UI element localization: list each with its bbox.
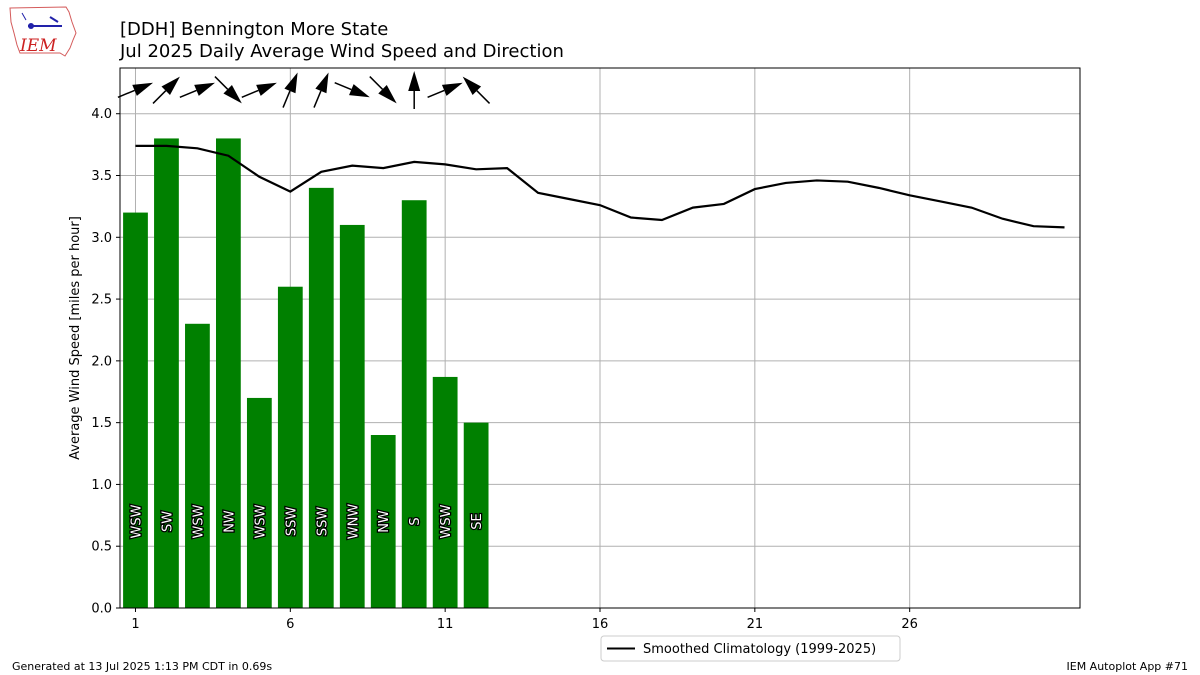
wind-arrow-shaft [117, 89, 135, 98]
wind-arrow-shaft [369, 76, 384, 90]
wind-arrow-shaft [427, 89, 445, 98]
direction-label: SE [470, 513, 485, 529]
wind-arrow-head [256, 82, 277, 96]
wind-speed-bar [370, 435, 396, 608]
wind-arrow-shaft [241, 89, 259, 98]
wind-arrow-shaft [179, 89, 197, 98]
legend-label: Smoothed Climatology (1999-2025) [643, 642, 876, 657]
state-outline-icon [9, 6, 77, 57]
vane-tail-icon [49, 16, 59, 23]
wind-arrow-shaft [282, 90, 291, 108]
bars-layer [123, 138, 489, 609]
y-tick-label: 0.5 [91, 540, 112, 555]
wind-speed-bar [246, 397, 272, 608]
wind-arrow-head [408, 71, 421, 91]
wind-arrow-head [349, 84, 370, 98]
wind-arrow-shaft [214, 76, 229, 90]
wind-arrow-head [462, 76, 482, 95]
y-tick-label: 2.5 [91, 293, 112, 308]
arrows-layer [117, 71, 491, 109]
x-tick-label: 1 [131, 617, 139, 632]
wind-arrow-head [284, 72, 298, 94]
wind-arrow-shaft [334, 82, 352, 91]
direction-label: SSW [315, 507, 330, 537]
wind-arrow-head [315, 72, 329, 94]
y-tick-label: 3.5 [91, 169, 112, 184]
direction-label: WNW [346, 504, 361, 540]
wind-arrow-head [194, 82, 215, 96]
wind-arrow-head [441, 82, 463, 96]
wind-arrow-shaft [313, 90, 322, 108]
y-tick-label: 1.5 [91, 416, 112, 431]
iem-logo: IEM [9, 6, 77, 57]
chart-title-line2: Jul 2025 Daily Average Wind Speed and Di… [119, 41, 564, 62]
y-tick-label: 4.0 [91, 107, 112, 122]
wind-arrow-head [132, 82, 154, 96]
legend: Smoothed Climatology (1999-2025) [600, 635, 901, 662]
flag-icon [21, 12, 27, 21]
station-dot-icon [28, 23, 34, 29]
direction-label: NW [377, 510, 392, 533]
direction-label: WSW [253, 504, 268, 538]
wind-speed-bar [185, 323, 210, 608]
direction-label: NW [222, 510, 237, 533]
wind-speed-bar [123, 212, 148, 608]
direction-label: SW [160, 511, 175, 532]
y-tick-label: 1.0 [91, 478, 112, 493]
direction-label: SSW [284, 507, 299, 537]
y-tick-label: 0.0 [91, 602, 112, 617]
climatology-layer [135, 144, 1065, 229]
wind-speed-bar [216, 138, 241, 608]
wind-speed-bar [432, 376, 458, 608]
y-tick-label: 3.0 [91, 231, 112, 246]
direction-labels-layer: WSW SW WSW NW WSW SSW SSW WNW NW S WSW SE [128, 502, 486, 540]
wind-arrow-shaft [476, 90, 491, 104]
wind-speed-bar [277, 286, 303, 608]
wind-arrow-head [161, 76, 180, 95]
wind-arrow-head [223, 85, 242, 104]
wind-speed-bar [154, 138, 179, 608]
y-axis-label: Average Wind Speed [miles per hour] [68, 216, 83, 460]
direction-label: S [408, 517, 423, 525]
ticks-layer: 0.00.51.01.52.02.53.03.54.01 6 11 16 21 26 [91, 107, 918, 632]
x-tick-label: 11 [437, 617, 454, 632]
legend-box [600, 635, 901, 662]
direction-label: WSW [191, 504, 206, 538]
footer-app-id: IEM Autoplot App #71 [1066, 660, 1189, 673]
footer-generated-text: Generated at 13 Jul 2025 1:13 PM CDT in … [12, 660, 273, 673]
x-tick-label: 26 [901, 617, 918, 632]
wind-arrow-head [378, 85, 397, 104]
wind-arrow-shaft [152, 90, 167, 104]
x-tick-label: 6 [286, 617, 294, 632]
x-tick-label: 21 [747, 617, 764, 632]
wind-speed-bar [308, 187, 334, 608]
direction-label: WSW [439, 504, 454, 538]
wind-speed-bar [339, 224, 365, 608]
climatology-line [135, 144, 1065, 229]
direction-label: WSW [129, 504, 144, 538]
x-tick-label: 16 [592, 617, 609, 632]
wind-speed-bar [401, 200, 427, 609]
logo-text: IEM [19, 36, 57, 56]
chart-title-line1: [DDH] Bennington More State [120, 19, 388, 40]
wind-speed-bar [463, 422, 489, 608]
y-tick-label: 2.0 [91, 354, 112, 369]
